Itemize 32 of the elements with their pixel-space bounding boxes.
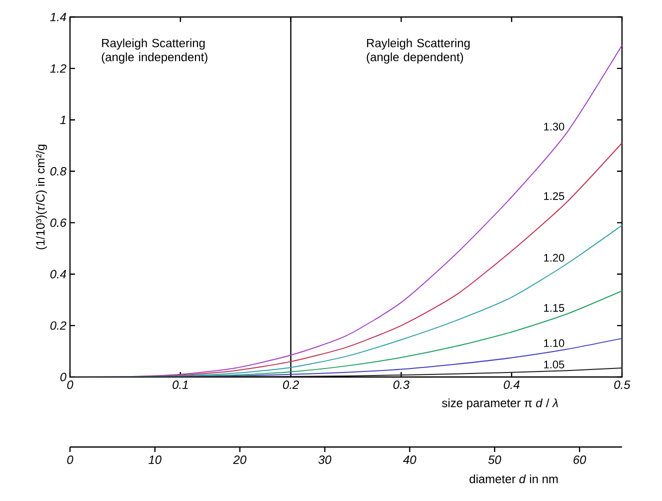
series-label: 1.30 — [544, 122, 564, 131]
x-tick-label: 0.1 — [172, 380, 188, 389]
x-tick-label: 0.3 — [393, 380, 410, 389]
y-tick-label: 0.6 — [50, 218, 66, 227]
y-tick-label: 0.4 — [50, 270, 66, 278]
x2-axis-title: diameter d in nm — [470, 474, 558, 484]
x-tick-label: 0 — [67, 380, 74, 389]
y-axis-title: (1/10³)(τ/C) in cm²/g — [36, 144, 48, 250]
y-tick-label: 0.2 — [50, 321, 66, 330]
x2-tick-label: 0 — [67, 456, 74, 464]
y-tick-label: 1.4 — [50, 12, 66, 22]
y-tick-label: 1.2 — [50, 64, 66, 73]
x2-tick-label: 50 — [488, 456, 502, 464]
x-axis-title: size parameter π d / λ — [442, 398, 558, 410]
x-tick-label: 0.2 — [283, 380, 299, 389]
series-label: 1.10 — [544, 339, 564, 348]
x2-tick-label: 30 — [318, 456, 332, 464]
x2-tick-label: 20 — [233, 456, 246, 464]
x-tick-label: 0.5 — [614, 380, 630, 389]
y-tick-label: 1 — [60, 116, 66, 124]
series-label: 1.25 — [544, 192, 564, 200]
series-label: 1.20 — [544, 254, 564, 262]
y-tick-label: 0 — [60, 372, 66, 382]
series-label: 1.05 — [544, 360, 564, 368]
annotation: Rayleigh Scattering (angle dependent) — [366, 38, 470, 64]
x2-tick-label: 40 — [403, 456, 416, 464]
x-tick-label: 0.4 — [504, 380, 520, 389]
series-label: 1.15 — [544, 304, 564, 312]
annotation: Rayleigh Scattering (angle independent) — [102, 38, 208, 64]
y-tick-label: 0.8 — [50, 167, 66, 176]
x2-tick-label: 60 — [574, 456, 586, 464]
x2-tick-label: 10 — [148, 456, 162, 464]
